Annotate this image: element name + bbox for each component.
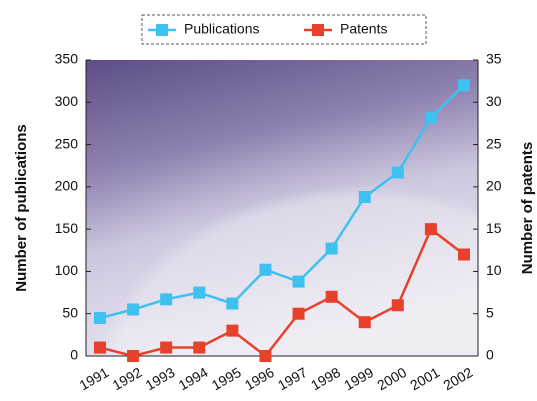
x-tick-label: 2000 <box>374 364 409 394</box>
y-tick-label: 100 <box>55 262 79 278</box>
x-tick-label: 2002 <box>440 364 475 394</box>
marker <box>424 223 437 236</box>
x-tick-label: 1998 <box>308 364 343 394</box>
x-tick-label: 1999 <box>341 364 376 394</box>
marker <box>424 111 437 124</box>
marker <box>127 303 140 316</box>
legend-marker <box>312 24 324 36</box>
y2-tick-label: 5 <box>486 304 494 320</box>
marker <box>458 79 470 92</box>
marker <box>226 324 239 337</box>
y2-tick-label: 20 <box>486 178 502 194</box>
marker <box>292 307 305 320</box>
marker <box>259 350 272 362</box>
marker <box>127 350 140 362</box>
y-tick-label: 300 <box>55 93 79 109</box>
x-tick-label: 1997 <box>275 364 310 394</box>
y-axis-title: Number of publications <box>13 124 30 292</box>
y2-axis-title: Number of patents <box>519 142 536 275</box>
legend-box <box>141 14 427 45</box>
y-tick-label: 50 <box>62 304 78 320</box>
y-tick-label: 150 <box>55 220 79 236</box>
marker <box>391 299 404 312</box>
y-tick-label: 350 <box>55 51 79 67</box>
marker <box>259 263 272 276</box>
y2-tick-label: 35 <box>486 51 502 67</box>
marker <box>94 311 106 324</box>
marker <box>458 248 470 261</box>
marker <box>358 191 371 204</box>
y-tick-label: 250 <box>55 135 79 151</box>
y-tick-label: 200 <box>55 178 79 194</box>
marker <box>193 286 206 299</box>
y-tick-label: 0 <box>70 347 78 363</box>
marker <box>94 341 106 354</box>
x-tick-label: 1993 <box>143 364 178 394</box>
y2-tick-label: 10 <box>486 262 502 278</box>
x-tick-label: 1994 <box>176 364 211 394</box>
marker <box>325 290 338 303</box>
y2-tick-label: 25 <box>486 135 502 151</box>
legend-label: Patents <box>340 21 387 37</box>
x-tick-label: 1995 <box>209 364 244 394</box>
legend-label: Publications <box>184 21 260 37</box>
marker <box>160 341 173 354</box>
marker <box>391 166 404 179</box>
marker <box>292 275 305 288</box>
marker <box>226 297 239 310</box>
x-tick-label: 2001 <box>407 364 442 394</box>
y2-tick-label: 30 <box>486 93 502 109</box>
y2-tick-label: 0 <box>486 347 494 363</box>
legend-marker <box>156 24 168 36</box>
x-tick-label: 1996 <box>242 364 277 394</box>
marker <box>193 341 206 354</box>
x-tick-label: 1992 <box>109 364 144 394</box>
x-tick-label: 1991 <box>76 364 111 394</box>
y2-tick-label: 15 <box>486 220 502 236</box>
marker <box>160 293 173 306</box>
marker <box>325 242 338 255</box>
plot-overlay <box>86 60 478 356</box>
marker <box>358 316 371 329</box>
